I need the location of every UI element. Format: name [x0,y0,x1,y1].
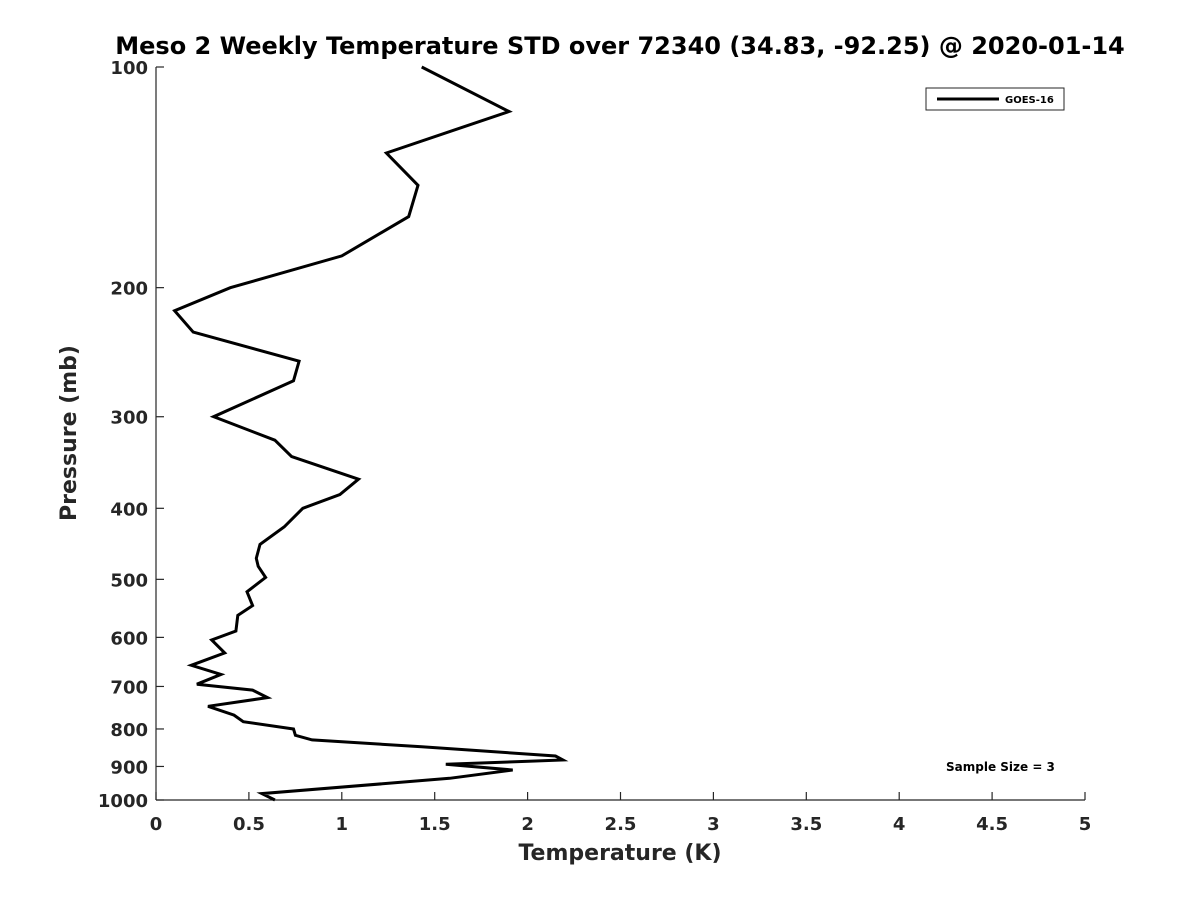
legend: GOES-16 [925,87,1065,111]
series-line-goes-16 [172,65,569,802]
x-tick-label: 5 [1079,814,1092,835]
x-tick-label: 3 [707,814,720,835]
x-tick-label: 0 [150,814,163,835]
sample-size-annotation: Sample Size = 3 [946,760,1055,774]
y-tick-label: 700 [110,677,148,698]
x-axis-label: Temperature (K) [518,841,721,866]
y-axis-ticks: 100 200 300 400 500 600 700 800 900 1000 [98,58,164,812]
x-tick-label: 4 [893,814,906,835]
y-tick-label: 100 [110,58,148,79]
x-tick-label: 1 [336,814,349,835]
y-tick-label: 300 [110,408,148,429]
y-tick-label: 900 [110,757,148,778]
y-tick-label: 400 [110,499,148,520]
x-tick-label: 0.5 [233,814,265,835]
x-tick-label: 4.5 [976,814,1008,835]
y-tick-label: 500 [110,570,148,591]
x-tick-label: 1.5 [419,814,451,835]
y-tick-label: 200 [110,279,148,300]
y-tick-label: 1000 [98,791,148,812]
series-layer [172,65,569,802]
y-tick-label: 600 [110,628,148,649]
chart-title: Meso 2 Weekly Temperature STD over 72340… [115,32,1125,60]
legend-entry-goes-16: GOES-16 [1005,95,1054,106]
y-axis-label: Pressure (mb) [57,345,82,521]
x-tick-label: 3.5 [790,814,822,835]
x-tick-label: 2 [521,814,534,835]
x-axis-ticks: 0 0.5 1 1.5 2 2.5 3 3.5 4 4.5 5 [150,792,1092,835]
y-tick-label: 800 [110,720,148,741]
plot-area [155,67,1085,801]
x-tick-label: 2.5 [605,814,637,835]
